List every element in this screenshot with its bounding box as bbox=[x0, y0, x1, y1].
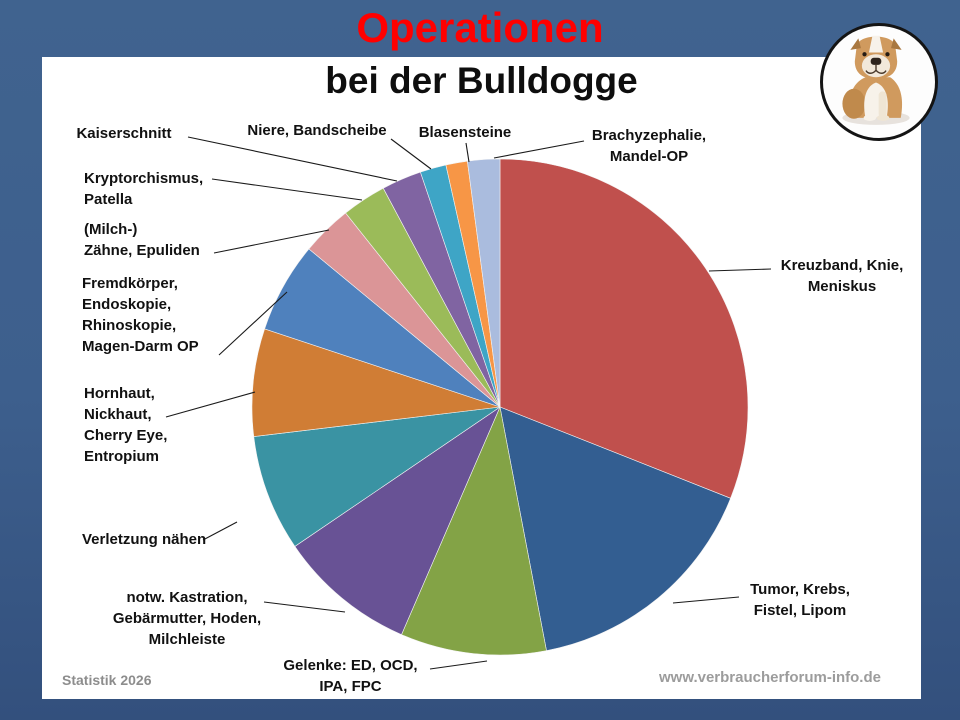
leader-line-4 bbox=[202, 521, 238, 541]
pie-slice-0 bbox=[499, 158, 749, 499]
leader-line-6 bbox=[218, 291, 288, 356]
leader-line-3 bbox=[263, 601, 346, 613]
bulldog-photo-badge bbox=[820, 23, 938, 141]
pie-label-kryptorchismus: Kryptorchismus, Patella bbox=[84, 170, 204, 208]
slide-subtitle: bei der Bulldogge bbox=[325, 60, 638, 101]
slide-title: Operationen bbox=[356, 4, 604, 51]
pie-label-tumor: Tumor, Krebs, Fistel, Lipom bbox=[750, 581, 850, 619]
pie-slice-3 bbox=[294, 406, 501, 635]
pie-label-blasensteine: Blasensteine bbox=[418, 124, 512, 141]
leader-line-11 bbox=[465, 142, 470, 163]
leader-line-2 bbox=[429, 660, 488, 670]
leader-line-7 bbox=[213, 229, 330, 254]
bulldog-image bbox=[842, 35, 910, 125]
pie-slice-12 bbox=[467, 158, 501, 408]
pie-label-brachyzephalie: Brachyzephalie, Mandel-OP bbox=[591, 127, 707, 165]
pie-label-zaehne: (Milch-) Zähne, Epuliden bbox=[84, 221, 200, 259]
pie-label-hornhaut: Hornhaut, Nickhaut, Cherry Eye, Entropiu… bbox=[84, 385, 168, 465]
pie-label-kreuzband: Kreuzband, Knie, Meniskus bbox=[780, 257, 904, 295]
website-credit: www.verbraucherforum-info.de bbox=[659, 669, 881, 686]
pie-label-kastration: notw. Kastration, Gebärmutter, Hoden, Mi… bbox=[112, 589, 262, 648]
pie-label-kaiserschnitt: Kaiserschnitt bbox=[76, 125, 172, 142]
pie-label-gelenke: Gelenke: ED, OCD, IPA, FPC bbox=[283, 657, 418, 695]
leader-line-0 bbox=[708, 268, 772, 272]
pie-slice-1 bbox=[499, 406, 731, 651]
pie-label-verletzung: Verletzung nähen bbox=[82, 531, 207, 548]
pie-label-niere: Niere, Bandscheibe bbox=[247, 122, 387, 139]
leader-line-9 bbox=[187, 136, 398, 182]
pie-slice-2 bbox=[401, 405, 547, 656]
leader-line-10 bbox=[390, 138, 432, 170]
statistics-year-label: Statistik 2026 bbox=[62, 672, 152, 688]
leader-line-12 bbox=[493, 140, 585, 159]
leader-line-8 bbox=[211, 178, 363, 201]
pie-slice-4 bbox=[253, 406, 501, 547]
leader-line-1 bbox=[672, 596, 740, 604]
pie-label-fremdkoerper: Fremdkörper, Endoskopie, Rhinoskopie, Ma… bbox=[82, 275, 199, 355]
pie-slice-5 bbox=[251, 328, 501, 437]
leader-line-5 bbox=[165, 391, 256, 418]
